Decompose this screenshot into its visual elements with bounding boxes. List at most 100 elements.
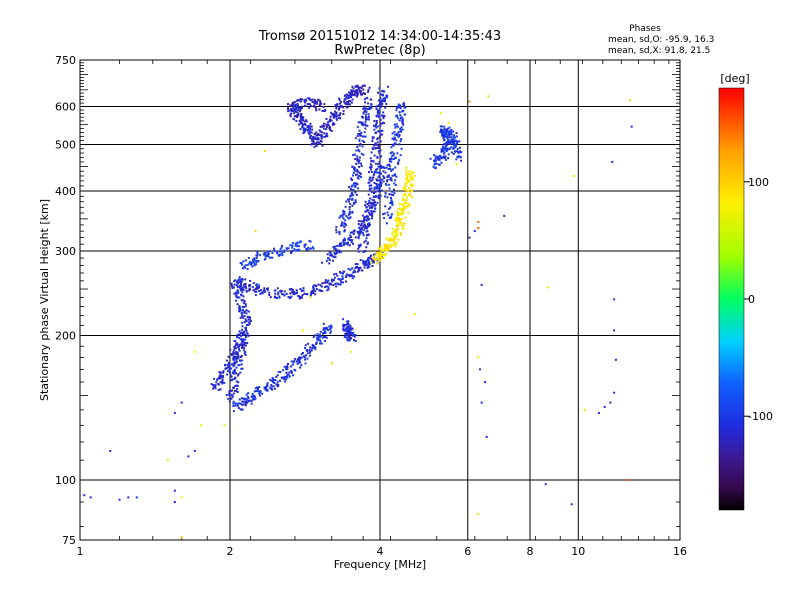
trace-point — [339, 283, 342, 286]
trace-point — [303, 244, 306, 247]
trace-point — [341, 216, 344, 219]
trace-point — [379, 179, 382, 182]
trace-point — [287, 373, 290, 376]
trace-point — [307, 102, 310, 105]
trace-point — [292, 109, 295, 112]
trace-point — [238, 310, 241, 313]
scatter-point — [263, 149, 266, 152]
trace-point — [368, 187, 371, 190]
trace-point — [241, 321, 244, 324]
trace-point — [252, 289, 255, 292]
trace-point — [278, 254, 281, 257]
trace-point — [391, 202, 394, 205]
trace-point — [368, 189, 371, 191]
scatter-point — [173, 489, 176, 492]
trace-point — [372, 256, 375, 259]
trace-point — [366, 225, 369, 228]
trace-point — [254, 396, 257, 399]
trace-point — [387, 85, 389, 88]
trace-point — [444, 155, 447, 158]
trace-point — [439, 125, 442, 128]
trace-point — [238, 398, 241, 401]
trace-point — [319, 100, 322, 103]
trace-point — [290, 252, 292, 254]
trace-point — [352, 271, 355, 274]
trace-point — [365, 110, 368, 113]
trace-point — [434, 162, 436, 165]
x-tick-label: 6 — [464, 545, 471, 558]
trace-point — [450, 146, 453, 149]
trace-point — [351, 192, 354, 194]
scatter-point — [127, 496, 130, 499]
trace-point — [238, 305, 241, 308]
trace-point — [258, 386, 261, 388]
trace-point — [362, 259, 365, 262]
trace-point — [292, 374, 294, 377]
trace-point — [366, 108, 369, 111]
trace-point — [339, 112, 342, 115]
trace-point — [387, 214, 390, 217]
trace-point — [373, 195, 376, 198]
trace-point — [366, 230, 369, 233]
trace-point — [354, 153, 357, 156]
trace-point — [334, 253, 337, 256]
trace-point — [347, 94, 350, 97]
trace-point — [341, 213, 344, 216]
trace-point — [232, 402, 235, 405]
trace-point — [291, 103, 294, 106]
trace-point — [399, 213, 402, 216]
scatter-point — [480, 401, 483, 404]
trace-point — [238, 348, 241, 351]
trace-point — [382, 121, 384, 124]
trace-point — [397, 219, 400, 222]
trace-point — [361, 220, 364, 223]
trace-point — [457, 151, 460, 154]
trace-point — [240, 285, 243, 288]
trace-point — [444, 145, 447, 148]
trace-point — [395, 235, 398, 238]
trace-point — [368, 263, 371, 266]
trace-point — [325, 336, 328, 339]
trace-point — [395, 241, 398, 244]
trace-point — [336, 282, 339, 285]
scatter-point — [484, 381, 487, 384]
trace-point — [357, 266, 360, 269]
trace-point — [238, 333, 241, 336]
trace-point — [380, 105, 383, 108]
trace-point — [295, 120, 298, 122]
trace-point — [386, 249, 388, 252]
trace-point — [374, 190, 377, 193]
trace-point — [392, 194, 395, 197]
trace-point — [388, 183, 391, 186]
trace-point — [354, 267, 357, 269]
trace-point — [384, 245, 387, 248]
trace-point — [283, 365, 286, 368]
trace-point — [337, 283, 340, 286]
trace-point — [367, 116, 370, 119]
trace-point — [345, 327, 348, 330]
trace-point — [305, 119, 308, 122]
trace-point — [449, 139, 452, 142]
trace-point — [290, 112, 293, 115]
trace-point — [306, 126, 309, 128]
trace-point — [246, 342, 249, 345]
trace-point — [309, 99, 312, 102]
trace-point — [380, 245, 382, 248]
trace-point — [370, 191, 373, 194]
trace-point — [309, 240, 312, 243]
trace-point — [394, 184, 397, 186]
trace-point — [235, 380, 238, 383]
trace-point — [396, 210, 399, 213]
trace-point — [354, 137, 357, 140]
grid-lines — [80, 60, 680, 540]
trace-point — [236, 387, 239, 390]
trace-point — [239, 408, 242, 411]
trace-point — [372, 203, 375, 206]
trace-point — [241, 314, 244, 317]
trace-point — [292, 103, 295, 106]
trace-point — [319, 333, 322, 336]
trace-point — [381, 189, 383, 192]
trace-point — [401, 109, 404, 112]
scatter-point — [477, 356, 480, 359]
trace-point — [345, 224, 347, 227]
